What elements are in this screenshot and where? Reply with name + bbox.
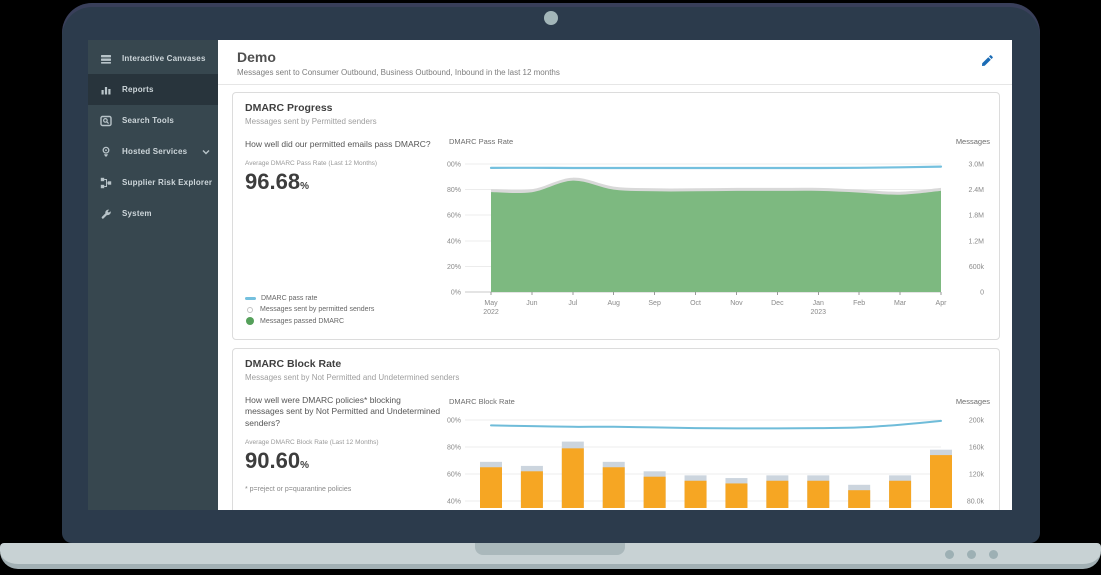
pencil-icon <box>981 54 993 66</box>
footnote: * p=reject or p=quarantine policies <box>245 486 352 494</box>
system-icon <box>99 207 113 221</box>
card-subtitle: Messages sent by Not Permitted and Undet… <box>245 373 460 382</box>
svg-text:60%: 60% <box>447 472 461 479</box>
metric-value: 90.60% <box>245 448 309 474</box>
app-window: Interactive Canvases Reports Search Tool… <box>88 40 1012 510</box>
ring-swatch-icon <box>247 306 253 313</box>
supplier-risk-icon <box>99 176 113 190</box>
metric-panel: How well did our permitted emails pass D… <box>245 139 441 195</box>
svg-text:2.4M: 2.4M <box>968 187 984 194</box>
svg-text:Feb: Feb <box>853 300 865 307</box>
chevron-down-icon <box>202 149 210 155</box>
question-text: How well did our permitted emails pass D… <box>245 139 431 149</box>
chart-title: DMARC Pass Rate <box>449 137 514 146</box>
dot-swatch-icon <box>246 317 254 325</box>
svg-text:80%: 80% <box>447 187 461 194</box>
svg-text:0%: 0% <box>451 290 461 297</box>
dmarc-progress-card: DMARC Progress Messages sent by Permitte… <box>232 92 1000 340</box>
search-tools-icon <box>99 114 113 128</box>
chart-header: DMARC Block Rate Messages <box>447 397 1003 406</box>
edit-button[interactable] <box>978 53 994 69</box>
sidebar-item-search-tools[interactable]: Search Tools <box>88 105 218 136</box>
svg-text:40%: 40% <box>447 499 461 506</box>
svg-text:Sep: Sep <box>648 300 661 307</box>
hosted-services-icon <box>99 145 113 159</box>
page-title: Demo <box>237 49 276 65</box>
page-subtitle: Messages sent to Consumer Outbound, Busi… <box>237 68 560 77</box>
metric-unit: % <box>300 181 309 193</box>
dmarc-pass-rate-chart: 100% 3.0M 80% 2.4M 60% 1.8M 40% 1.2M 20% 600k 0% 0 M… <box>443 162 985 317</box>
card-title: DMARC Block Rate <box>245 358 342 370</box>
svg-text:Oct: Oct <box>690 300 701 307</box>
sidebar-item-label: Supplier Risk Explorer <box>122 178 213 187</box>
sidebar-item-supplier-risk-explorer[interactable]: Supplier Risk Explorer <box>88 167 218 198</box>
sidebar-item-reports[interactable]: Reports <box>88 74 218 105</box>
svg-text:1.2M: 1.2M <box>968 238 984 245</box>
card-title: DMARC Progress <box>245 102 333 114</box>
sidebar-item-label: Reports <box>122 85 154 94</box>
dmarc-block-rate-chart: 100% 200k 80% 160k 60% 120k 40% 80.0k <box>443 418 985 510</box>
legend-item: Messages passed DMARC <box>245 317 374 325</box>
page-header: Demo Messages sent to Consumer Outbound,… <box>218 40 1012 85</box>
line-swatch-icon <box>245 297 256 300</box>
canvases-icon <box>99 52 113 66</box>
svg-text:Jun: Jun <box>526 300 537 307</box>
sidebar-item-system[interactable]: System <box>88 198 218 229</box>
svg-text:120k: 120k <box>969 472 985 479</box>
sidebar-item-hosted-services[interactable]: Hosted Services <box>88 136 218 167</box>
svg-text:60%: 60% <box>447 213 461 220</box>
svg-text:200k: 200k <box>969 418 985 425</box>
metric-label: Average DMARC Block Rate (Last 12 Months… <box>245 439 379 447</box>
svg-text:3.0M: 3.0M <box>968 162 984 169</box>
legend-item: Messages sent by permitted senders <box>245 306 374 313</box>
svg-text:Nov: Nov <box>730 300 743 307</box>
metric-label: Average DMARC Pass Rate (Last 12 Months) <box>245 160 378 168</box>
reports-icon <box>99 83 113 97</box>
chart-title: DMARC Block Rate <box>449 397 515 406</box>
svg-text:20%: 20% <box>447 264 461 271</box>
svg-text:Mar: Mar <box>894 300 907 307</box>
metric-unit: % <box>300 460 309 472</box>
svg-text:160k: 160k <box>969 445 985 452</box>
svg-text:0: 0 <box>980 290 984 297</box>
svg-text:Aug: Aug <box>607 300 620 307</box>
svg-text:100%: 100% <box>447 418 461 425</box>
svg-text:40%: 40% <box>447 238 461 245</box>
chart-area: DMARC Block Rate Messages 100% 200k 80% 160… <box>443 397 1003 510</box>
sidebar-item-label: Hosted Services <box>122 147 188 156</box>
laptop-base-dots <box>945 550 998 559</box>
sidebar-item-label: System <box>122 209 152 218</box>
svg-text:80.0k: 80.0k <box>967 499 985 506</box>
sidebar-item-label: Search Tools <box>122 116 175 125</box>
right-axis-label: Messages <box>955 397 990 406</box>
svg-text:80%: 80% <box>447 445 461 452</box>
laptop-base-notch <box>475 543 625 555</box>
svg-text:Dec: Dec <box>771 300 784 307</box>
metric-value: 96.68% <box>245 169 309 195</box>
question-text: How well were DMARC policies* blocking m… <box>245 395 441 428</box>
main-content: Demo Messages sent to Consumer Outbound,… <box>218 40 1012 510</box>
sidebar: Interactive Canvases Reports Search Tool… <box>88 40 218 510</box>
svg-text:100%: 100% <box>447 162 461 169</box>
svg-text:Apr: Apr <box>936 300 948 307</box>
dmarc-block-rate-card: DMARC Block Rate Messages sent by Not Pe… <box>232 348 1000 510</box>
webcam-dot <box>544 11 558 25</box>
metric-panel: How well were DMARC policies* blocking m… <box>245 395 441 493</box>
svg-text:Jul: Jul <box>568 300 577 307</box>
chart-legend: DMARC pass rate Messages sent by permitt… <box>245 295 374 329</box>
svg-text:600k: 600k <box>969 264 985 271</box>
svg-text:1.8M: 1.8M <box>968 213 984 220</box>
chart-area: DMARC Pass Rate Messages 100% 3.0M 80% 2.4M… <box>443 137 1003 330</box>
chart-header: DMARC Pass Rate Messages <box>447 137 1003 146</box>
card-subtitle: Messages sent by Permitted senders <box>245 117 377 126</box>
right-axis-label: Messages <box>955 137 990 146</box>
sidebar-item-label: Interactive Canvases <box>122 54 206 63</box>
sidebar-item-interactive-canvases[interactable]: Interactive Canvases <box>88 43 218 74</box>
legend-item: DMARC pass rate <box>245 295 374 302</box>
